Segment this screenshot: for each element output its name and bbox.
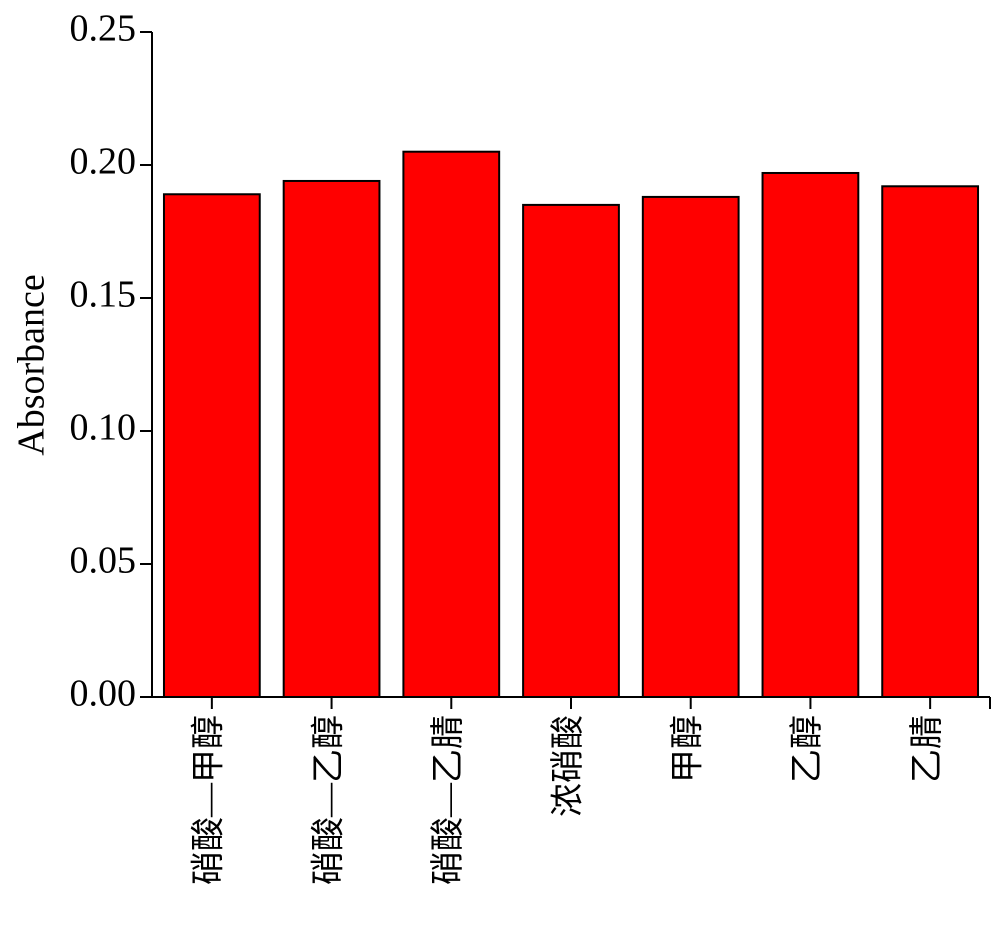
y-tick-label: 0.20 [70, 141, 137, 183]
x-tick-label: 硝酸—甲醇 [190, 715, 228, 885]
bar [282, 179, 381, 698]
y-tick-label: 0.00 [70, 673, 137, 715]
y-tick-label: 0.15 [70, 274, 137, 316]
bar [522, 203, 620, 698]
y-tick-label: 0.10 [70, 407, 137, 449]
bar [761, 171, 860, 699]
x-tick-label: 甲醇 [669, 715, 707, 783]
y-tick-label: 0.05 [70, 540, 137, 582]
x-tick-label: 硝酸—乙腈 [429, 715, 467, 885]
x-tick-label: 乙腈 [909, 715, 946, 783]
bar [881, 185, 980, 698]
x-tick-label: 硝酸—乙醇 [309, 715, 347, 885]
x-tick-label: 浓硝酸 [549, 715, 587, 817]
bar [402, 150, 501, 698]
bar [641, 195, 740, 698]
x-tick-label: 乙醇 [788, 715, 826, 783]
bar [162, 193, 261, 698]
y-axis-label: Absorbance [11, 274, 53, 455]
y-tick-label: 0.25 [70, 8, 137, 50]
